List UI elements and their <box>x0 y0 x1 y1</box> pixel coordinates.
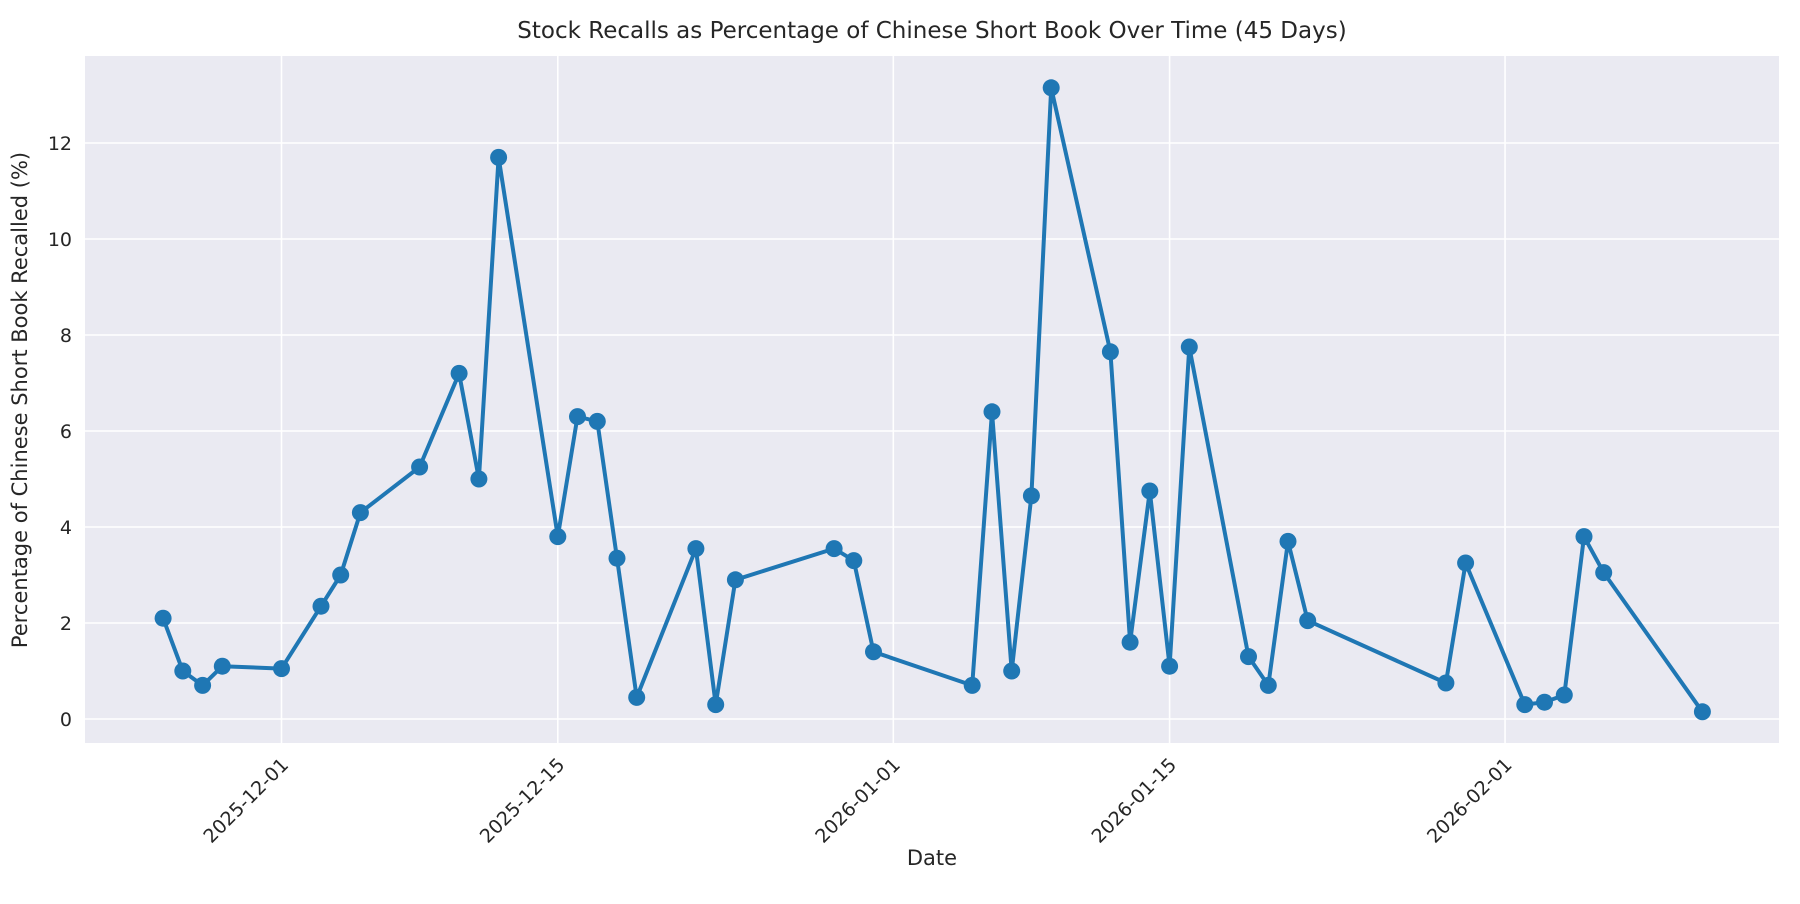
data-point-marker <box>1555 686 1573 704</box>
y-axis-tick-labels: 0 2 4 6 8 10 12 <box>48 133 72 731</box>
data-point-marker <box>687 540 705 558</box>
data-point-marker <box>1003 662 1021 680</box>
data-point-marker <box>470 470 488 488</box>
data-point-marker <box>825 540 843 558</box>
x-tick-label: 2026-01-01 <box>811 754 905 848</box>
y-tick-label: 12 <box>48 133 72 155</box>
data-point-marker <box>707 696 725 714</box>
data-point-marker <box>983 403 1001 421</box>
data-point-marker <box>1161 657 1179 675</box>
data-point-marker <box>351 504 369 522</box>
data-point-marker <box>174 662 192 680</box>
data-point-marker <box>332 566 350 584</box>
data-point-marker <box>1101 343 1119 361</box>
data-point-marker <box>411 458 429 476</box>
chart-title: Stock Recalls as Percentage of Chinese S… <box>517 18 1346 44</box>
data-point-marker <box>1299 612 1317 630</box>
data-point-marker <box>1457 554 1475 572</box>
x-tick-label: 2025-12-15 <box>476 754 570 848</box>
y-tick-label: 10 <box>48 229 72 251</box>
data-point-marker <box>865 643 882 661</box>
data-point-marker <box>273 660 290 678</box>
x-tick-label: 2025-12-01 <box>199 754 293 848</box>
data-point-marker <box>213 657 231 675</box>
data-point-marker <box>1516 696 1534 714</box>
y-axis-label: Percentage of Chinese Short Book Recalle… <box>8 152 32 648</box>
data-point-marker <box>154 609 172 627</box>
data-point-marker <box>608 549 626 567</box>
x-tick-label: 2026-01-15 <box>1087 754 1181 848</box>
data-point-marker <box>1437 674 1455 692</box>
data-point-marker <box>1259 676 1277 694</box>
y-tick-label: 2 <box>60 613 72 635</box>
data-point-marker <box>1022 487 1040 505</box>
data-point-marker <box>569 408 586 426</box>
data-point-marker <box>588 412 606 430</box>
data-point-marker <box>1180 338 1198 356</box>
data-point-marker <box>963 676 981 694</box>
data-point-marker <box>490 148 508 166</box>
y-tick-label: 8 <box>60 325 72 347</box>
data-point-marker <box>628 688 646 706</box>
y-tick-label: 0 <box>60 709 72 731</box>
data-point-marker <box>1595 564 1613 582</box>
data-point-marker <box>1536 693 1553 711</box>
data-point-marker <box>845 552 863 570</box>
gridlines <box>85 56 1779 743</box>
recall-line-series <box>154 79 1711 721</box>
data-point-marker <box>1279 532 1297 550</box>
data-point-marker <box>1240 648 1257 666</box>
data-point-marker <box>1121 633 1139 651</box>
data-point-marker <box>1042 79 1060 97</box>
y-tick-label: 6 <box>60 421 72 443</box>
data-point-marker <box>312 597 330 615</box>
data-point-marker <box>1693 703 1711 721</box>
x-axis-label: Date <box>907 846 957 870</box>
data-point-marker <box>726 571 744 589</box>
data-point-marker <box>1575 528 1593 546</box>
data-point-marker <box>1141 482 1159 500</box>
plot-area <box>85 56 1779 743</box>
x-axis-tick-labels: 2025-12-01 2025-12-15 2026-01-01 2026-01-15… <box>199 754 1516 848</box>
data-point-marker <box>194 676 212 694</box>
data-point-marker <box>450 364 468 382</box>
data-point-marker <box>549 528 567 546</box>
x-tick-label: 2026-02-01 <box>1423 754 1517 848</box>
y-tick-label: 4 <box>60 517 72 539</box>
